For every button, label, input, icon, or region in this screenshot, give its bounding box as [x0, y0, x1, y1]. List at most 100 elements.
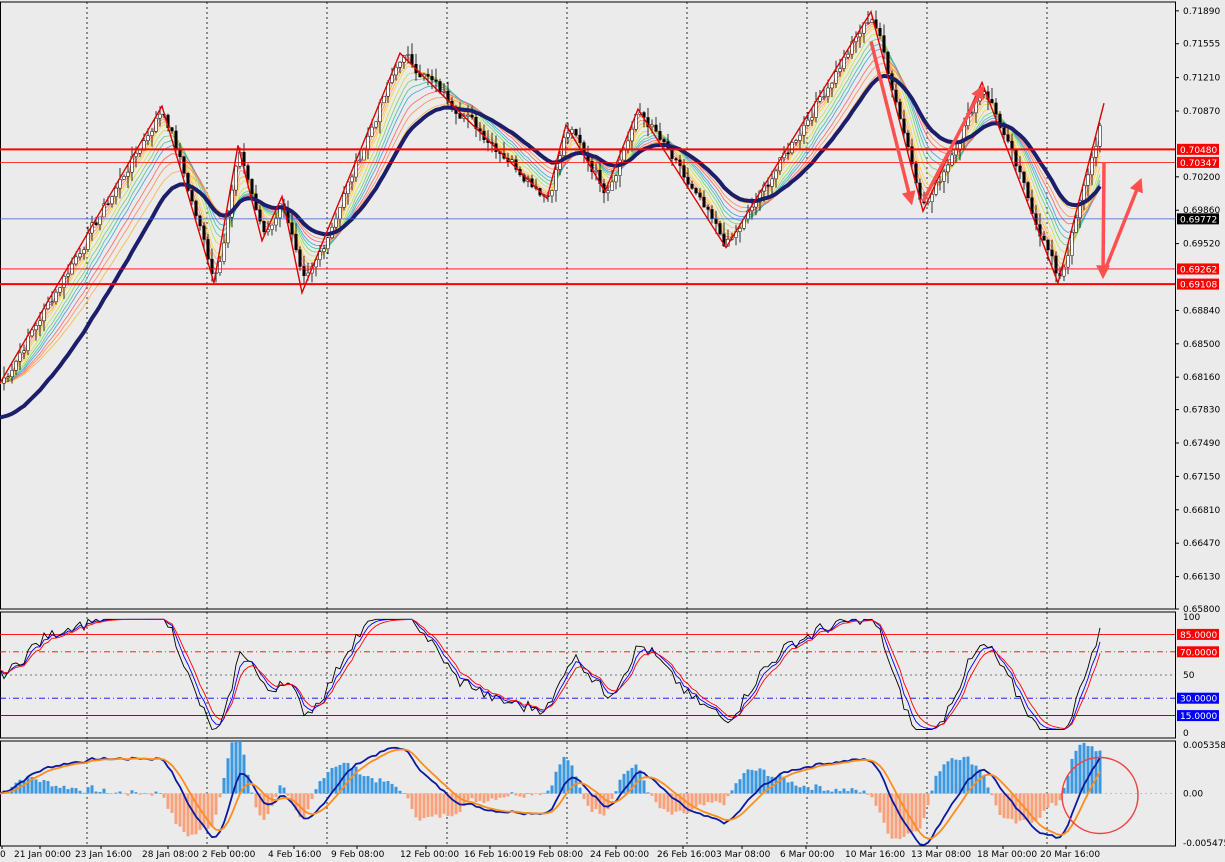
macd-histogram-bar	[150, 793, 154, 796]
candle-body	[1010, 140, 1014, 150]
macd-histogram-bar	[998, 793, 1002, 816]
time-axis-label: 6 Mar 00:00	[780, 850, 835, 860]
time-axis-label: 12 Feb 00:00	[400, 850, 459, 860]
candle-body	[1098, 125, 1102, 147]
macd-histogram-bar	[646, 792, 650, 794]
macd-histogram-bar	[222, 777, 226, 794]
macd-histogram-bar	[918, 793, 922, 829]
trend-arrow	[921, 84, 984, 203]
macd-histogram-bar	[942, 764, 946, 794]
macd-histogram-bar	[1046, 793, 1050, 808]
candle-body	[886, 51, 890, 74]
macd-histogram-bar	[262, 793, 266, 820]
osc-level-label: 70.0000	[1180, 648, 1217, 658]
candle-body	[270, 224, 274, 230]
macd-histogram-bar	[778, 774, 782, 794]
candle-body	[806, 119, 810, 126]
macd-histogram-bar	[946, 761, 950, 794]
macd-histogram-bar	[226, 758, 230, 794]
macd-histogram-bar	[450, 793, 454, 817]
macd-histogram-bar	[354, 766, 358, 794]
macd-histogram-bar	[666, 793, 670, 812]
candle-body	[338, 207, 342, 220]
candle-body	[818, 96, 822, 102]
macd-histogram-bar	[978, 769, 982, 794]
candle-body	[830, 82, 834, 89]
candle-body	[38, 320, 42, 326]
macd-histogram-bar	[854, 789, 858, 794]
candle-body	[1050, 249, 1054, 257]
macd-histogram-bar	[858, 792, 862, 794]
macd-histogram-bar	[1002, 793, 1006, 819]
macd-histogram-bar	[658, 793, 662, 809]
candle-body	[154, 117, 158, 132]
macd-histogram-bar	[814, 784, 818, 794]
candle-body	[74, 256, 78, 265]
macd-panel[interactable]: 0.0053585 0.00 -0.005475	[0, 741, 1225, 849]
candle-body	[994, 102, 998, 115]
macd-histogram-bar	[118, 791, 122, 794]
macd-histogram-bar	[66, 789, 70, 794]
candle-body	[358, 159, 362, 162]
macd-histogram-bar	[86, 787, 90, 794]
time-axis-label: 21 Jan 00:00	[14, 850, 71, 860]
macd-histogram-bar	[346, 762, 350, 794]
macd-histogram-bar	[738, 779, 742, 794]
macd-histogram-bar	[1018, 793, 1022, 821]
candle-body	[250, 179, 254, 195]
level-price-label: 0.69262	[1180, 265, 1217, 275]
candle-body	[738, 228, 742, 232]
candle-body	[514, 159, 518, 170]
candle-body	[114, 187, 118, 197]
macd-histogram-bar	[154, 791, 158, 794]
macd-axis-label: 0.00	[1183, 790, 1203, 800]
macd-histogram-bar	[622, 773, 626, 794]
candle-body	[178, 148, 182, 157]
candle-body	[718, 223, 722, 235]
macd-histogram-bar	[474, 793, 478, 803]
ribbon-line	[0, 48, 1101, 384]
candle-body	[942, 171, 946, 182]
price-panel[interactable]: 0.70480 0.70347 0.69772 0.69262 0.69108	[0, 10, 1219, 420]
macd-histogram-bar	[638, 770, 642, 794]
candle-body	[834, 71, 838, 84]
macd-histogram-bar	[1066, 775, 1070, 794]
price-axis-label: 0.67830	[1183, 406, 1220, 416]
macd-histogram-bar	[598, 793, 602, 814]
macd-histogram-bar	[562, 756, 566, 794]
candle-body	[146, 135, 150, 141]
macd-histogram-bar	[78, 790, 82, 794]
oscillator-panel[interactable]: 85.0000 70.0000 30.0000 15.0000 100 50 0	[0, 613, 1219, 739]
osc-series-line	[0, 618, 1101, 731]
macd-histogram-bar	[310, 793, 314, 799]
candle-body	[226, 216, 230, 244]
zigzag-line	[0, 10, 1105, 384]
macd-histogram-bar	[1058, 793, 1062, 801]
macd-histogram-bar	[670, 793, 674, 815]
macd-histogram-bar	[782, 776, 786, 794]
macd-histogram-bar	[206, 793, 210, 829]
macd-histogram-bar	[398, 790, 402, 794]
candle-body	[362, 148, 366, 161]
candle-body	[34, 325, 38, 331]
macd-histogram-bar	[770, 776, 774, 794]
macd-histogram-bar	[182, 793, 186, 833]
candle-body	[174, 130, 178, 150]
macd-main-line	[0, 746, 1101, 846]
price-axis-label: 0.66810	[1183, 506, 1220, 516]
candle-body	[838, 68, 842, 72]
macd-histogram-bar	[122, 793, 126, 794]
osc-level-label: 85.0000	[1180, 631, 1217, 641]
macd-histogram-bar	[50, 786, 54, 794]
candle-body	[790, 142, 794, 154]
macd-histogram-bar	[74, 788, 78, 794]
macd-histogram-bar	[842, 788, 846, 794]
macd-axis-label: -0.005475	[1183, 839, 1225, 849]
osc-axis-label: 50	[1183, 671, 1195, 681]
macd-histogram-bar	[794, 785, 798, 794]
ribbon-line	[0, 25, 1101, 384]
candle-body	[58, 287, 62, 293]
time-axis-label: 2 Feb 00:00	[202, 850, 256, 860]
macd-histogram-bar	[1078, 744, 1082, 794]
